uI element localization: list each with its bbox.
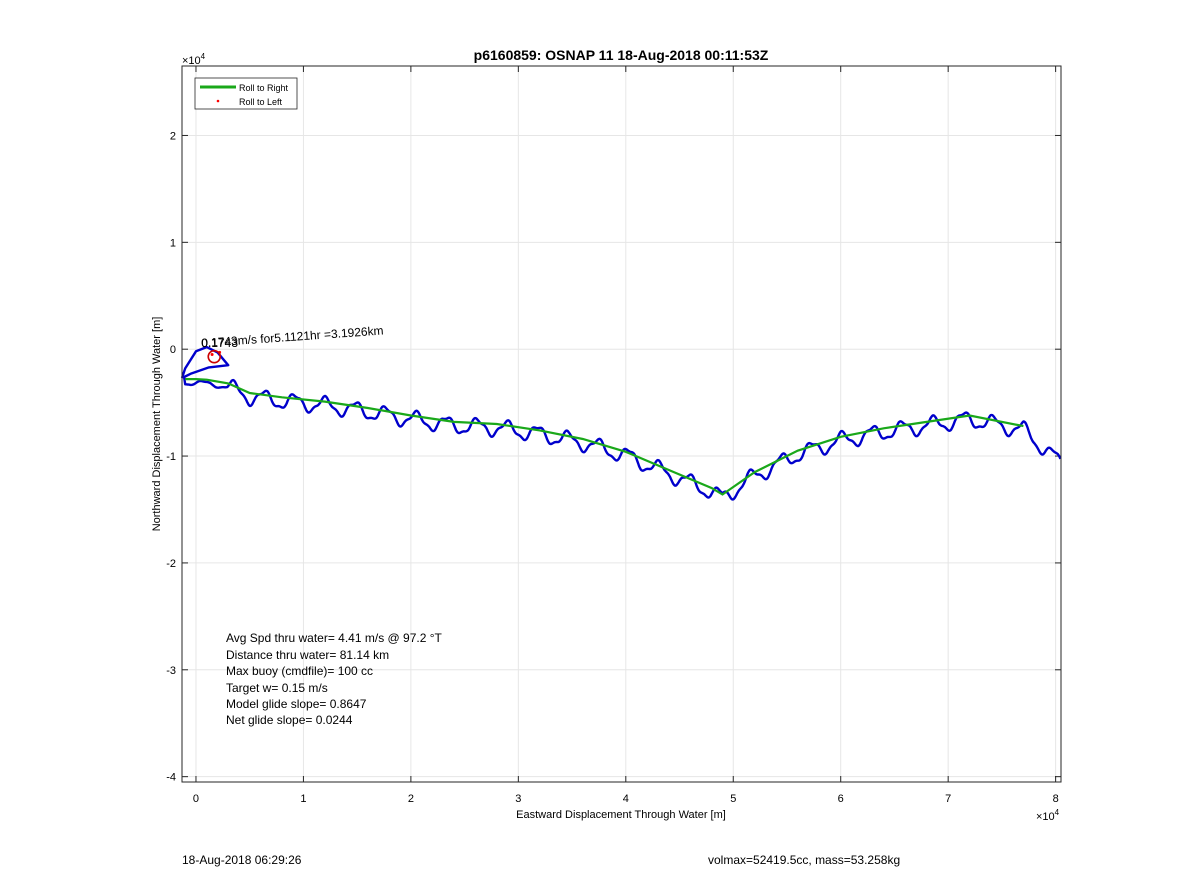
plot-frame (181, 65, 1062, 783)
legend-label-roll-right: Roll to Right (239, 83, 289, 93)
footer-volmax-mass: volmax=52419.5cc, mass=53.258kg (708, 853, 900, 867)
y-tick-label: 2 (170, 130, 176, 142)
stat-max-buoy: Max buoy (cmdfile)= 100 cc (226, 664, 373, 678)
ticks: 0 1 2 3 4 5 6 7 8 -4 -3 -2 -1 0 1 2 (166, 66, 1061, 805)
y-tick-label: -2 (166, 558, 176, 570)
x-tick-label: 8 (1053, 793, 1059, 805)
grid (182, 66, 1061, 782)
x-tick-label: 3 (515, 793, 521, 805)
chart-title: p6160859: OSNAP 11 18-Aug-2018 00:11:53Z (474, 47, 769, 63)
x-exponent: ×104 (1036, 808, 1060, 823)
y-tick-label: 0 (170, 344, 176, 356)
y-tick-label: 1 (170, 237, 176, 249)
footer-timestamp: 18-Aug-2018 06:29:26 (182, 853, 302, 867)
y-tick-label: -1 (166, 451, 176, 463)
stat-target-w: Target w= 0.15 m/s (226, 681, 328, 695)
legend: Roll to Right Roll to Left (194, 77, 298, 110)
legend-label-roll-left: Roll to Left (239, 97, 283, 107)
glider-track-line (180, 345, 1062, 501)
x-tick-label: 6 (838, 793, 844, 805)
track-annotation: 0.1743 (201, 336, 238, 350)
x-tick-label: 7 (945, 793, 951, 805)
stat-distance: Distance thru water= 81.14 km (226, 648, 389, 662)
x-tick-label: 4 (623, 793, 629, 805)
y-axis-label: Northward Displacement Through Water [m] (151, 317, 163, 532)
y-tick-label: -3 (166, 665, 176, 677)
x-axis-label: Eastward Displacement Through Water [m] (516, 809, 726, 821)
x-tick-label: 5 (730, 793, 736, 805)
legend-box (194, 77, 298, 110)
y-tick-label: -4 (166, 772, 176, 784)
x-tick-label: 1 (300, 793, 306, 805)
legend-swatch-roll-left (216, 99, 220, 103)
y-exponent: ×104 (182, 52, 206, 67)
stat-model-glide: Model glide slope= 0.8647 (226, 697, 367, 711)
x-tick-label: 2 (408, 793, 414, 805)
series-roll-to-left-point (210, 353, 214, 357)
x-tick-label: 0 (193, 793, 199, 805)
series-roll-to-right-line (185, 378, 1024, 496)
stat-avg-speed: Avg Spd thru water= 4.41 m/s @ 97.2 °T (226, 631, 443, 645)
stat-net-glide: Net glide slope= 0.0244 (226, 713, 353, 727)
stats-block: Avg Spd thru water= 4.41 m/s @ 97.2 °T D… (226, 631, 443, 727)
start-marker (207, 349, 222, 364)
